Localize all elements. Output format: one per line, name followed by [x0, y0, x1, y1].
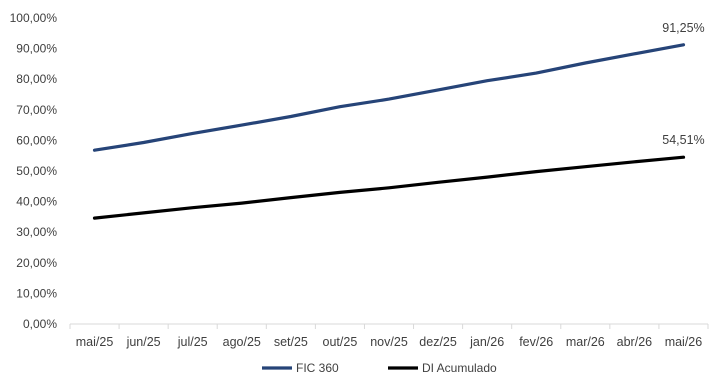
y-tick-label: 100,00%	[10, 11, 58, 25]
x-tick-label: abr/26	[617, 335, 652, 349]
x-axis: mai/25 jun/25 jul/25 ago/25 set/25 out/25 nov/…	[69, 323, 709, 349]
legend[interactable]: FIC 360 DI Acumulado	[262, 361, 497, 375]
x-tick-label: dez/25	[419, 335, 457, 349]
y-tick-label: 30,00%	[16, 225, 57, 239]
legend-label: FIC 360	[296, 361, 339, 375]
x-tick-label: mai/26	[665, 335, 703, 349]
y-tick-label: 20,00%	[16, 256, 57, 270]
x-tick-label: jul/25	[177, 335, 208, 349]
x-tick-label: ago/25	[223, 335, 261, 349]
x-tick-label: set/25	[274, 335, 308, 349]
legend-label: DI Acumulado	[422, 361, 497, 375]
x-tick-label: nov/25	[370, 335, 408, 349]
legend-item-di-acumulado[interactable]: DI Acumulado	[388, 361, 497, 375]
x-tick-label: mar/26	[566, 335, 605, 349]
x-tick-label: jan/26	[469, 335, 504, 349]
y-tick-label: 80,00%	[16, 72, 57, 86]
series-line-fic-360	[92, 43, 686, 152]
y-tick-label: 50,00%	[16, 164, 57, 178]
x-tick-label: fev/26	[519, 335, 553, 349]
y-tick-label: 70,00%	[16, 103, 57, 117]
y-tick-label: 60,00%	[16, 133, 57, 147]
legend-item-fic-360[interactable]: FIC 360	[262, 361, 339, 375]
data-label: 91,25%	[662, 21, 704, 35]
series-line-di-acumulado	[92, 155, 686, 220]
data-labels: 91,25% 54,51%	[662, 21, 704, 147]
y-tick-label: 0,00%	[23, 317, 57, 331]
y-tick-label: 90,00%	[16, 42, 57, 56]
x-tick-label: jun/25	[126, 335, 161, 349]
y-tick-label: 10,00%	[16, 286, 57, 300]
y-axis: 0,00% 10,00% 20,00% 30,00% 40,00% 50,00% 60,00…	[10, 11, 58, 331]
x-tick-label: mai/25	[76, 335, 114, 349]
series-layer	[92, 43, 686, 220]
x-tick-label: out/25	[323, 335, 358, 349]
y-tick-label: 40,00%	[16, 195, 57, 209]
data-label: 54,51%	[662, 133, 704, 147]
